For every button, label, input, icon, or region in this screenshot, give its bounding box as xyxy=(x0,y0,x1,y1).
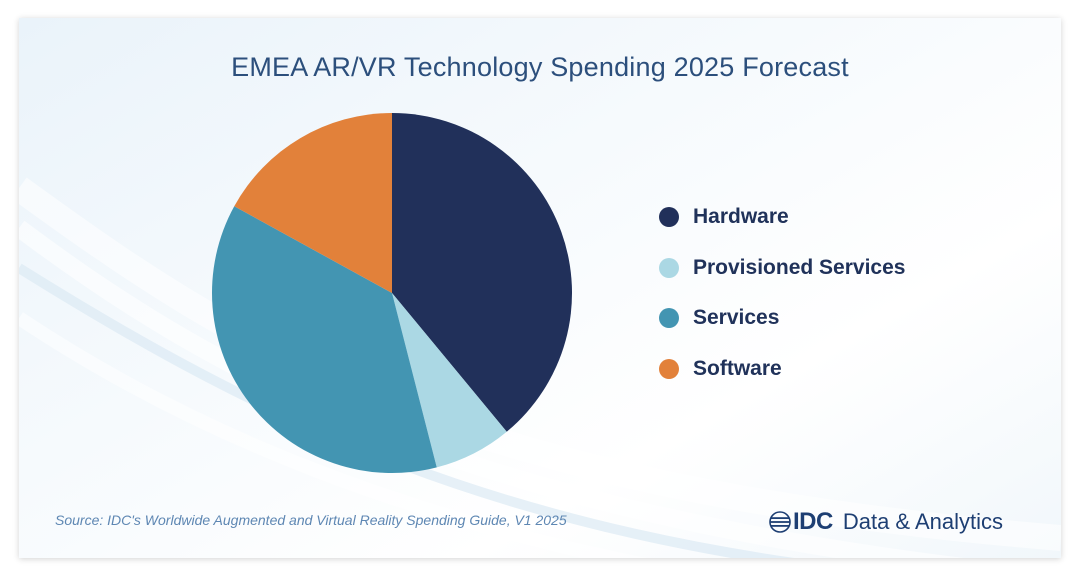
legend-swatch-software xyxy=(659,358,679,379)
legend-swatch-provisioned-services xyxy=(659,257,679,278)
chart-title: EMEA AR/VR Technology Spending 2025 Fore… xyxy=(231,52,849,82)
pie-slice-hardware[interactable] xyxy=(392,113,573,432)
legend: Hardware Provisioned Services Services S… xyxy=(659,192,905,394)
legend-item-provisioned-services[interactable]: Provisioned Services xyxy=(659,243,905,294)
pie-slice-services[interactable] xyxy=(211,206,437,473)
pie-slice-provisioned-services[interactable] xyxy=(392,293,507,468)
legend-item-software[interactable]: Software xyxy=(659,344,905,395)
legend-swatch-hardware xyxy=(659,207,679,228)
brand-tagline: Data & Analytics xyxy=(842,509,1004,534)
legend-label-software: Software xyxy=(693,356,782,380)
brand-idc-text: IDC xyxy=(793,508,833,535)
legend-label-provisioned-services: Provisioned Services xyxy=(693,255,906,279)
legend-item-hardware[interactable]: Hardware xyxy=(659,192,905,243)
legend-label-services: Services xyxy=(693,306,780,330)
source-note: Source: IDC's Worldwide Augmented and Vi… xyxy=(55,512,567,528)
legend-swatch-services xyxy=(659,308,679,329)
brand-logo[interactable]: IDC Data & Analytics xyxy=(769,508,1003,536)
pie-chart xyxy=(211,112,573,473)
pie-slice-software[interactable] xyxy=(234,112,392,293)
legend-label-hardware: Hardware xyxy=(693,205,789,229)
chart-card: EMEA AR/VR Technology Spending 2025 Fore… xyxy=(19,18,1061,558)
idc-globe-icon xyxy=(769,511,791,533)
legend-item-services[interactable]: Services xyxy=(659,293,905,344)
